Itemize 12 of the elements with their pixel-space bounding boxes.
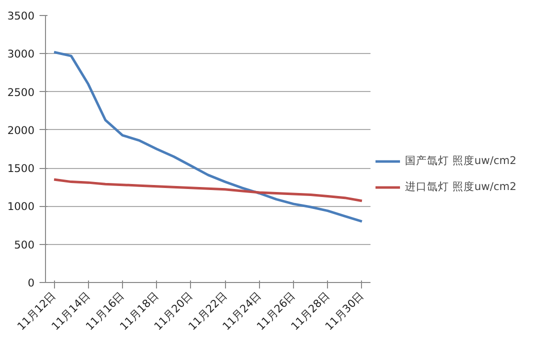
y-tick-label: 500: [14, 238, 35, 252]
y-tick-label: 2500: [7, 86, 35, 99]
y-tick-label: 2000: [7, 124, 35, 137]
line-series: [52, 178, 364, 202]
legend-label: 进口氙灯 照度uw/cm2: [405, 180, 516, 194]
y-tick-label: 3000: [7, 48, 35, 61]
y-tick-label: 1000: [7, 200, 35, 214]
y-tick-label: 3500: [7, 10, 35, 22]
y-tick-label: 1500: [7, 162, 35, 176]
y-tick-label: 0: [28, 276, 35, 290]
legend-label: 国产氙灯 照度uw/cm2: [405, 154, 516, 168]
line-series: [52, 50, 364, 223]
